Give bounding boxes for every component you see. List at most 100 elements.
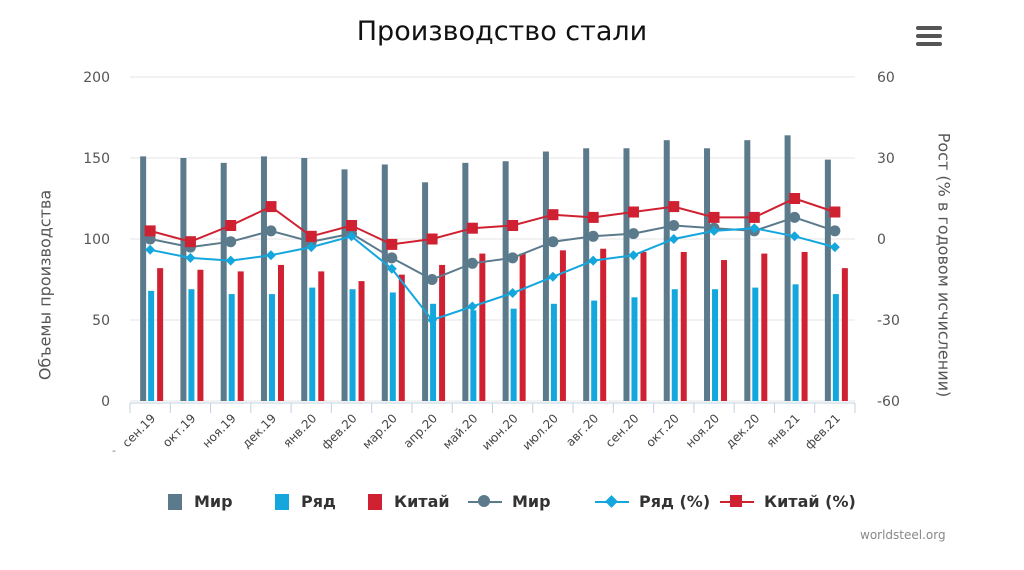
bar-world xyxy=(784,135,791,401)
x-tick-label: фев.20 xyxy=(319,411,360,452)
legend-swatch-world-bars xyxy=(168,493,182,510)
y-right-tick-label: -30 xyxy=(877,313,900,329)
bar-row xyxy=(550,303,557,401)
point-row xyxy=(668,234,679,244)
point-world xyxy=(466,257,478,269)
point-row xyxy=(427,315,438,325)
legend-label: Китай xyxy=(394,492,450,511)
bar-world xyxy=(462,162,469,401)
point-china xyxy=(346,220,358,231)
point-row xyxy=(346,231,357,242)
bar-row xyxy=(671,289,678,401)
point-china xyxy=(708,211,720,223)
point-world xyxy=(627,228,639,240)
point-row xyxy=(789,231,800,242)
legend-item-world-line[interactable]: Мир xyxy=(468,492,551,511)
bar-row xyxy=(148,290,155,401)
y-right-tick-label: 0 xyxy=(877,232,886,248)
y-left-tick-label: 200 xyxy=(83,70,110,86)
point-china xyxy=(305,230,317,242)
legend-label: Мир xyxy=(512,492,551,511)
y-right-tick-label: -60 xyxy=(877,394,900,410)
point-row xyxy=(507,288,518,298)
bar-world xyxy=(744,140,751,401)
x-extra-label: - xyxy=(112,444,116,457)
bar-china xyxy=(358,281,365,401)
point-china xyxy=(748,211,760,223)
point-world xyxy=(225,236,237,248)
point-china xyxy=(225,220,237,231)
bar-china xyxy=(841,268,848,401)
x-tick-label: июл.20 xyxy=(520,411,561,452)
point-row xyxy=(265,250,276,261)
point-row xyxy=(829,242,840,253)
x-tick-label: янв.21 xyxy=(764,411,803,450)
point-world xyxy=(789,211,801,223)
x-tick-label: июн.20 xyxy=(479,411,521,453)
bar-china xyxy=(680,251,687,401)
point-world xyxy=(668,220,680,231)
point-world xyxy=(587,230,599,242)
credit-link[interactable]: worldsteel.org xyxy=(860,528,946,542)
x-tick-label: авг.20 xyxy=(563,411,601,449)
legend-label: Ряд xyxy=(301,492,336,511)
bar-world xyxy=(542,151,549,401)
point-row xyxy=(306,242,317,253)
x-tick-label: ноя.19 xyxy=(200,411,239,450)
bar-world xyxy=(422,182,429,401)
bar-world xyxy=(704,148,711,401)
point-china xyxy=(466,222,478,234)
bar-china xyxy=(721,260,728,401)
point-china xyxy=(507,220,519,231)
legend-item-china-bars[interactable]: Китай xyxy=(368,492,450,511)
legend-label: Ряд (%) xyxy=(639,492,711,511)
legend-item-china-line[interactable]: Китай (%) xyxy=(720,492,856,511)
bar-china xyxy=(761,253,768,401)
x-tick-label: сен.19 xyxy=(119,411,158,450)
legend-item-row-line[interactable]: Ряд (%) xyxy=(595,492,710,511)
bar-china xyxy=(197,269,204,401)
bar-row xyxy=(832,294,839,401)
y-left-tick-label: 50 xyxy=(92,313,110,329)
menu-icon[interactable] xyxy=(916,26,942,46)
bar-china xyxy=(479,253,486,401)
legend-item-world-bars[interactable]: Мир xyxy=(168,492,233,511)
bar-row xyxy=(389,292,396,401)
x-tick-label: дек.20 xyxy=(723,411,763,451)
legend-swatch-china-line xyxy=(720,494,754,510)
bar-china xyxy=(277,264,284,401)
legend-label: Китай (%) xyxy=(764,492,856,511)
bar-china xyxy=(519,253,526,401)
point-china xyxy=(668,201,680,213)
x-tick-label: апр.20 xyxy=(401,411,441,451)
point-world xyxy=(547,236,559,248)
y-left-tick-label: 150 xyxy=(83,151,110,167)
point-china xyxy=(144,225,156,237)
bar-china xyxy=(237,271,244,401)
bar-china xyxy=(318,271,325,401)
point-china xyxy=(789,193,801,204)
bar-china xyxy=(559,250,566,401)
bar-world xyxy=(623,148,630,401)
bar-row xyxy=(309,287,316,401)
bar-china xyxy=(600,248,607,401)
bar-china xyxy=(439,264,446,401)
point-row xyxy=(547,271,558,282)
bar-world xyxy=(341,169,348,401)
point-china xyxy=(829,206,841,218)
bar-row xyxy=(510,308,517,401)
y-left-tick-label: 0 xyxy=(101,394,110,410)
bar-row xyxy=(349,289,356,401)
point-row xyxy=(185,252,196,263)
point-china xyxy=(265,201,277,213)
bar-row xyxy=(470,310,477,401)
point-row xyxy=(225,255,236,266)
x-tick-label: окт.20 xyxy=(643,411,682,450)
x-tick-label: дек.19 xyxy=(239,411,279,451)
chart-title: Производство стали xyxy=(356,16,648,47)
x-tick-label: ноя.20 xyxy=(683,411,722,450)
y-left-tick-label: 100 xyxy=(83,232,110,248)
point-world xyxy=(829,225,841,237)
bar-world xyxy=(301,158,308,401)
legend-item-row-bars[interactable]: Ряд xyxy=(275,492,336,511)
